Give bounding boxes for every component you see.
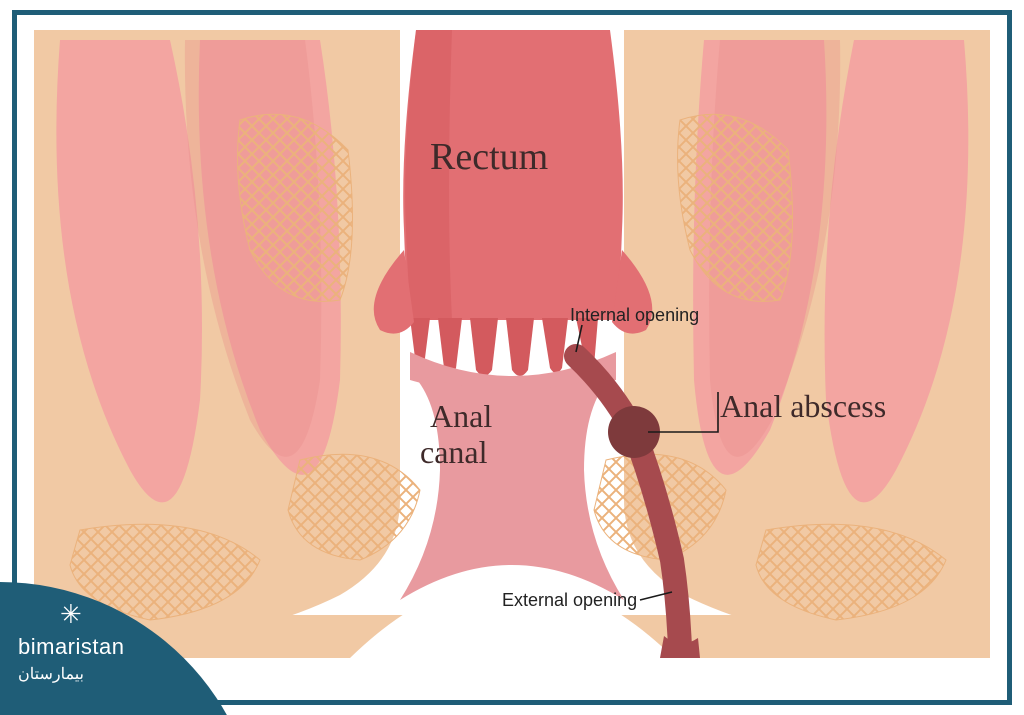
brand-name-en: bimaristan [18, 634, 124, 660]
label-external-opening: External opening [502, 590, 637, 611]
brand-logo-icon: ✳ [60, 600, 82, 630]
label-anal-abscess: Anal abscess [720, 388, 886, 425]
label-anal-canal-line1: Anal [430, 398, 492, 435]
brand-badge: ✳ bimaristan بيمارستان [0, 582, 230, 715]
label-internal-opening: Internal opening [570, 305, 699, 326]
label-rectum: Rectum [430, 135, 548, 179]
brand-name-ar: بيمارستان [18, 664, 84, 684]
label-anal-canal-line2: canal [420, 434, 488, 471]
